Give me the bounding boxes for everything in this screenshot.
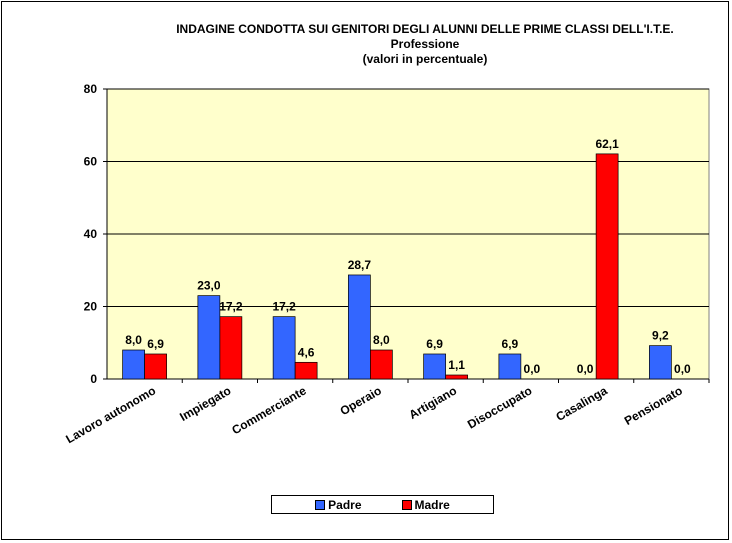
bar-padre bbox=[122, 349, 145, 380]
x-tick-label: Disoccupato bbox=[465, 383, 534, 431]
data-label-padre: 8,0 bbox=[125, 333, 142, 347]
legend-label-madre: Madre bbox=[414, 497, 450, 512]
data-label-madre: 0,0 bbox=[524, 362, 541, 376]
bar-padre bbox=[649, 345, 672, 380]
data-label-madre: 8,0 bbox=[373, 333, 390, 347]
bar-padre bbox=[423, 353, 446, 380]
bar-padre bbox=[348, 274, 371, 380]
bar-madre bbox=[219, 316, 243, 380]
y-tick-label: 80 bbox=[84, 82, 98, 96]
x-tick-label: Impiegato bbox=[177, 383, 233, 423]
x-tick-label: Operaio bbox=[338, 383, 384, 418]
legend: Padre Madre bbox=[271, 495, 494, 514]
data-label-madre: 17,2 bbox=[219, 300, 243, 314]
bar-padre bbox=[197, 295, 221, 380]
x-tick-label: Casalinga bbox=[554, 383, 610, 424]
y-tick-label: 20 bbox=[84, 300, 98, 314]
x-tick-label: Artigiano bbox=[407, 383, 460, 421]
y-tick-label: 0 bbox=[90, 372, 97, 386]
data-label-padre: 6,9 bbox=[426, 337, 443, 351]
data-label-padre: 6,9 bbox=[502, 337, 519, 351]
data-label-madre: 6,9 bbox=[147, 337, 164, 351]
data-label-madre: 0,0 bbox=[674, 362, 691, 376]
legend-swatch-madre bbox=[401, 499, 412, 510]
legend-item-madre: Madre bbox=[401, 497, 450, 512]
x-tick-label: Lavoro autonomo bbox=[63, 383, 158, 446]
chart-subtitle-units: (valori in percentuale) bbox=[362, 52, 488, 66]
x-tick-label: Pensionato bbox=[622, 383, 685, 427]
data-label-padre: 9,2 bbox=[652, 329, 669, 343]
data-label-madre: 4,6 bbox=[298, 345, 315, 359]
legend-item-padre: Padre bbox=[315, 497, 362, 512]
data-label-padre: 28,7 bbox=[348, 258, 372, 272]
x-tick-label: Commerciante bbox=[229, 383, 308, 437]
data-label-padre: 17,2 bbox=[272, 300, 296, 314]
y-tick-label: 60 bbox=[84, 155, 98, 169]
data-label-padre: 0,0 bbox=[577, 362, 594, 376]
bar-madre bbox=[445, 374, 468, 380]
bar-padre bbox=[272, 316, 296, 380]
bar-madre bbox=[595, 153, 619, 380]
legend-swatch-padre bbox=[315, 499, 326, 510]
bar-madre bbox=[370, 349, 393, 380]
chart-title: INDAGINE CONDOTTA SUI GENITORI DEGLI ALU… bbox=[176, 22, 674, 36]
data-label-madre: 1,1 bbox=[448, 358, 465, 372]
bar-madre bbox=[294, 361, 318, 380]
data-label-madre: 62,1 bbox=[595, 137, 619, 151]
bar-madre bbox=[144, 353, 167, 380]
bar-padre bbox=[498, 353, 522, 380]
chart-subtitle: Professione bbox=[390, 37, 460, 51]
data-label-padre: 23,0 bbox=[197, 279, 221, 293]
y-tick-label: 40 bbox=[84, 227, 98, 241]
legend-label-padre: Padre bbox=[328, 497, 362, 512]
